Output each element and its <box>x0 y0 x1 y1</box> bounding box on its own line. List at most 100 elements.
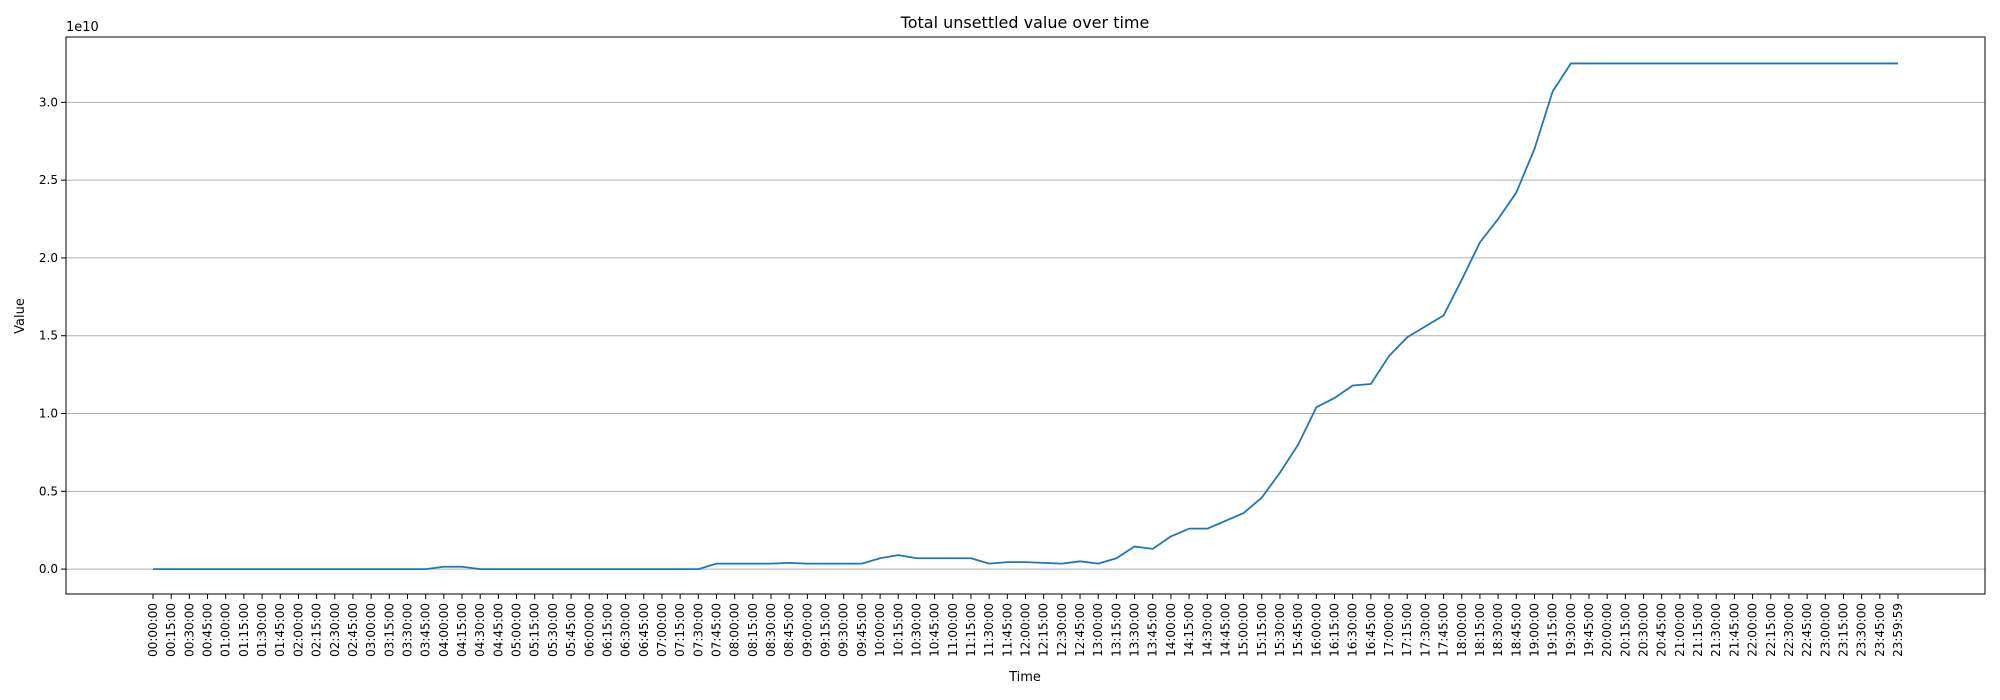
x-tick-label: 18:45:00 <box>1509 603 1523 657</box>
x-tick-label: 09:00:00 <box>800 603 814 657</box>
y-tick-label: 1.0 <box>39 407 58 421</box>
x-tick-label: 20:30:00 <box>1637 603 1651 657</box>
x-tick-label: 08:30:00 <box>764 603 778 657</box>
x-tick-label: 08:00:00 <box>728 603 742 657</box>
x-tick-label: 17:15:00 <box>1400 603 1414 657</box>
x-tick-label: 22:45:00 <box>1800 603 1814 657</box>
x-tick-label: 01:30:00 <box>255 603 269 657</box>
x-tick-label: 11:15:00 <box>964 603 978 657</box>
x-tick-label: 20:00:00 <box>1600 603 1614 657</box>
x-tick-label: 04:00:00 <box>437 603 451 657</box>
x-tick-label: 05:45:00 <box>564 603 578 657</box>
x-tick-label: 02:45:00 <box>346 603 360 657</box>
x-tick-label: 06:00:00 <box>582 603 596 657</box>
x-tick-label: 07:00:00 <box>655 603 669 657</box>
x-tick-label: 00:15:00 <box>164 603 178 657</box>
x-tick-label: 01:15:00 <box>237 603 251 657</box>
x-tick-label: 03:15:00 <box>382 603 396 657</box>
y-axis-ticks: 0.0 0.5 1.0 1.5 2.0 2.5 3.0 <box>39 95 66 576</box>
x-tick-label: 12:45:00 <box>1073 603 1087 657</box>
x-tick-label: 01:45:00 <box>273 603 287 657</box>
x-tick-label: 13:00:00 <box>1091 603 1105 657</box>
x-tick-label: 10:15:00 <box>891 603 905 657</box>
x-tick-label: 23:00:00 <box>1818 603 1832 657</box>
x-tick-label: 00:45:00 <box>201 603 215 657</box>
x-tick-label: 02:00:00 <box>291 603 305 657</box>
x-tick-label: 17:30:00 <box>1418 603 1432 657</box>
x-tick-label: 07:15:00 <box>673 603 687 657</box>
x-tick-label: 11:00:00 <box>946 603 960 657</box>
x-tick-label: 12:30:00 <box>1055 603 1069 657</box>
x-tick-label: 21:45:00 <box>1727 603 1741 657</box>
x-tick-label: 09:30:00 <box>837 603 851 657</box>
series-layer <box>153 62 1898 571</box>
x-tick-label: 02:30:00 <box>328 603 342 657</box>
x-tick-label: 23:45:00 <box>1873 603 1887 657</box>
x-tick-label: 23:15:00 <box>1836 603 1850 657</box>
x-tick-label: 13:30:00 <box>1128 603 1142 657</box>
x-tick-label: 13:15:00 <box>1109 603 1123 657</box>
x-tick-label: 18:00:00 <box>1455 603 1469 657</box>
x-tick-label: 10:00:00 <box>873 603 887 657</box>
x-tick-label: 11:30:00 <box>982 603 996 657</box>
x-tick-label: 15:45:00 <box>1291 603 1305 657</box>
y-axis-label: Value <box>13 298 28 334</box>
x-tick-label: 09:45:00 <box>855 603 869 657</box>
x-tick-label: 03:30:00 <box>400 603 414 657</box>
plot-area-frame <box>65 36 1986 595</box>
x-tick-label: 09:15:00 <box>819 603 833 657</box>
y-tick-label: 1.5 <box>39 329 58 343</box>
x-tick-label: 04:30:00 <box>473 603 487 657</box>
x-tick-label: 16:15:00 <box>1328 603 1342 657</box>
x-tick-label: 14:45:00 <box>1218 603 1232 657</box>
x-tick-label: 19:45:00 <box>1582 603 1596 657</box>
series-line <box>153 62 1898 571</box>
x-tick-label: 11:45:00 <box>1000 603 1014 657</box>
x-tick-label: 22:15:00 <box>1764 603 1778 657</box>
x-tick-label: 18:30:00 <box>1491 603 1505 657</box>
x-tick-label: 12:00:00 <box>1019 603 1033 657</box>
x-tick-label: 23:59:59 <box>1891 603 1905 657</box>
x-tick-label: 16:00:00 <box>1309 603 1323 657</box>
y-gridlines <box>66 101 1985 570</box>
x-axis-ticks: 00:00:00 00:15:00 00:30:00 00:45:00 01:00:00… <box>146 594 1905 657</box>
x-axis-label: Time <box>1008 670 1041 685</box>
x-tick-label: 06:45:00 <box>637 603 651 657</box>
x-tick-label: 17:00:00 <box>1382 603 1396 657</box>
x-tick-label: 21:15:00 <box>1691 603 1705 657</box>
x-tick-label: 03:00:00 <box>364 603 378 657</box>
y-axis-offset-label: 1e10 <box>66 20 99 35</box>
x-tick-label: 08:15:00 <box>746 603 760 657</box>
y-tick-label: 2.5 <box>39 173 58 187</box>
x-tick-label: 23:30:00 <box>1855 603 1869 657</box>
x-tick-label: 07:30:00 <box>691 603 705 657</box>
x-tick-label: 19:30:00 <box>1564 603 1578 657</box>
x-tick-label: 10:45:00 <box>928 603 942 657</box>
y-tick-label: 0.5 <box>39 484 58 498</box>
x-tick-label: 06:15:00 <box>600 603 614 657</box>
x-tick-label: 05:30:00 <box>546 603 560 657</box>
x-tick-label: 14:15:00 <box>1182 603 1196 657</box>
x-tick-label: 06:30:00 <box>619 603 633 657</box>
x-tick-label: 04:15:00 <box>455 603 469 657</box>
x-tick-label: 14:00:00 <box>1164 603 1178 657</box>
x-tick-label: 15:00:00 <box>1237 603 1251 657</box>
x-tick-label: 19:00:00 <box>1527 603 1541 657</box>
x-tick-label: 05:15:00 <box>528 603 542 657</box>
x-tick-label: 15:15:00 <box>1255 603 1269 657</box>
x-tick-label: 04:45:00 <box>491 603 505 657</box>
x-tick-label: 07:45:00 <box>709 603 723 657</box>
y-tick-label: 0.0 <box>39 562 58 576</box>
x-tick-label: 19:15:00 <box>1546 603 1560 657</box>
x-tick-label: 15:30:00 <box>1273 603 1287 657</box>
x-tick-label: 20:45:00 <box>1655 603 1669 657</box>
x-tick-label: 20:15:00 <box>1618 603 1632 657</box>
x-tick-label: 21:30:00 <box>1709 603 1723 657</box>
x-tick-label: 16:45:00 <box>1364 603 1378 657</box>
x-tick-label: 14:30:00 <box>1200 603 1214 657</box>
x-tick-label: 08:45:00 <box>782 603 796 657</box>
x-tick-label: 01:00:00 <box>219 603 233 657</box>
x-tick-label: 16:30:00 <box>1346 603 1360 657</box>
x-tick-label: 22:30:00 <box>1782 603 1796 657</box>
